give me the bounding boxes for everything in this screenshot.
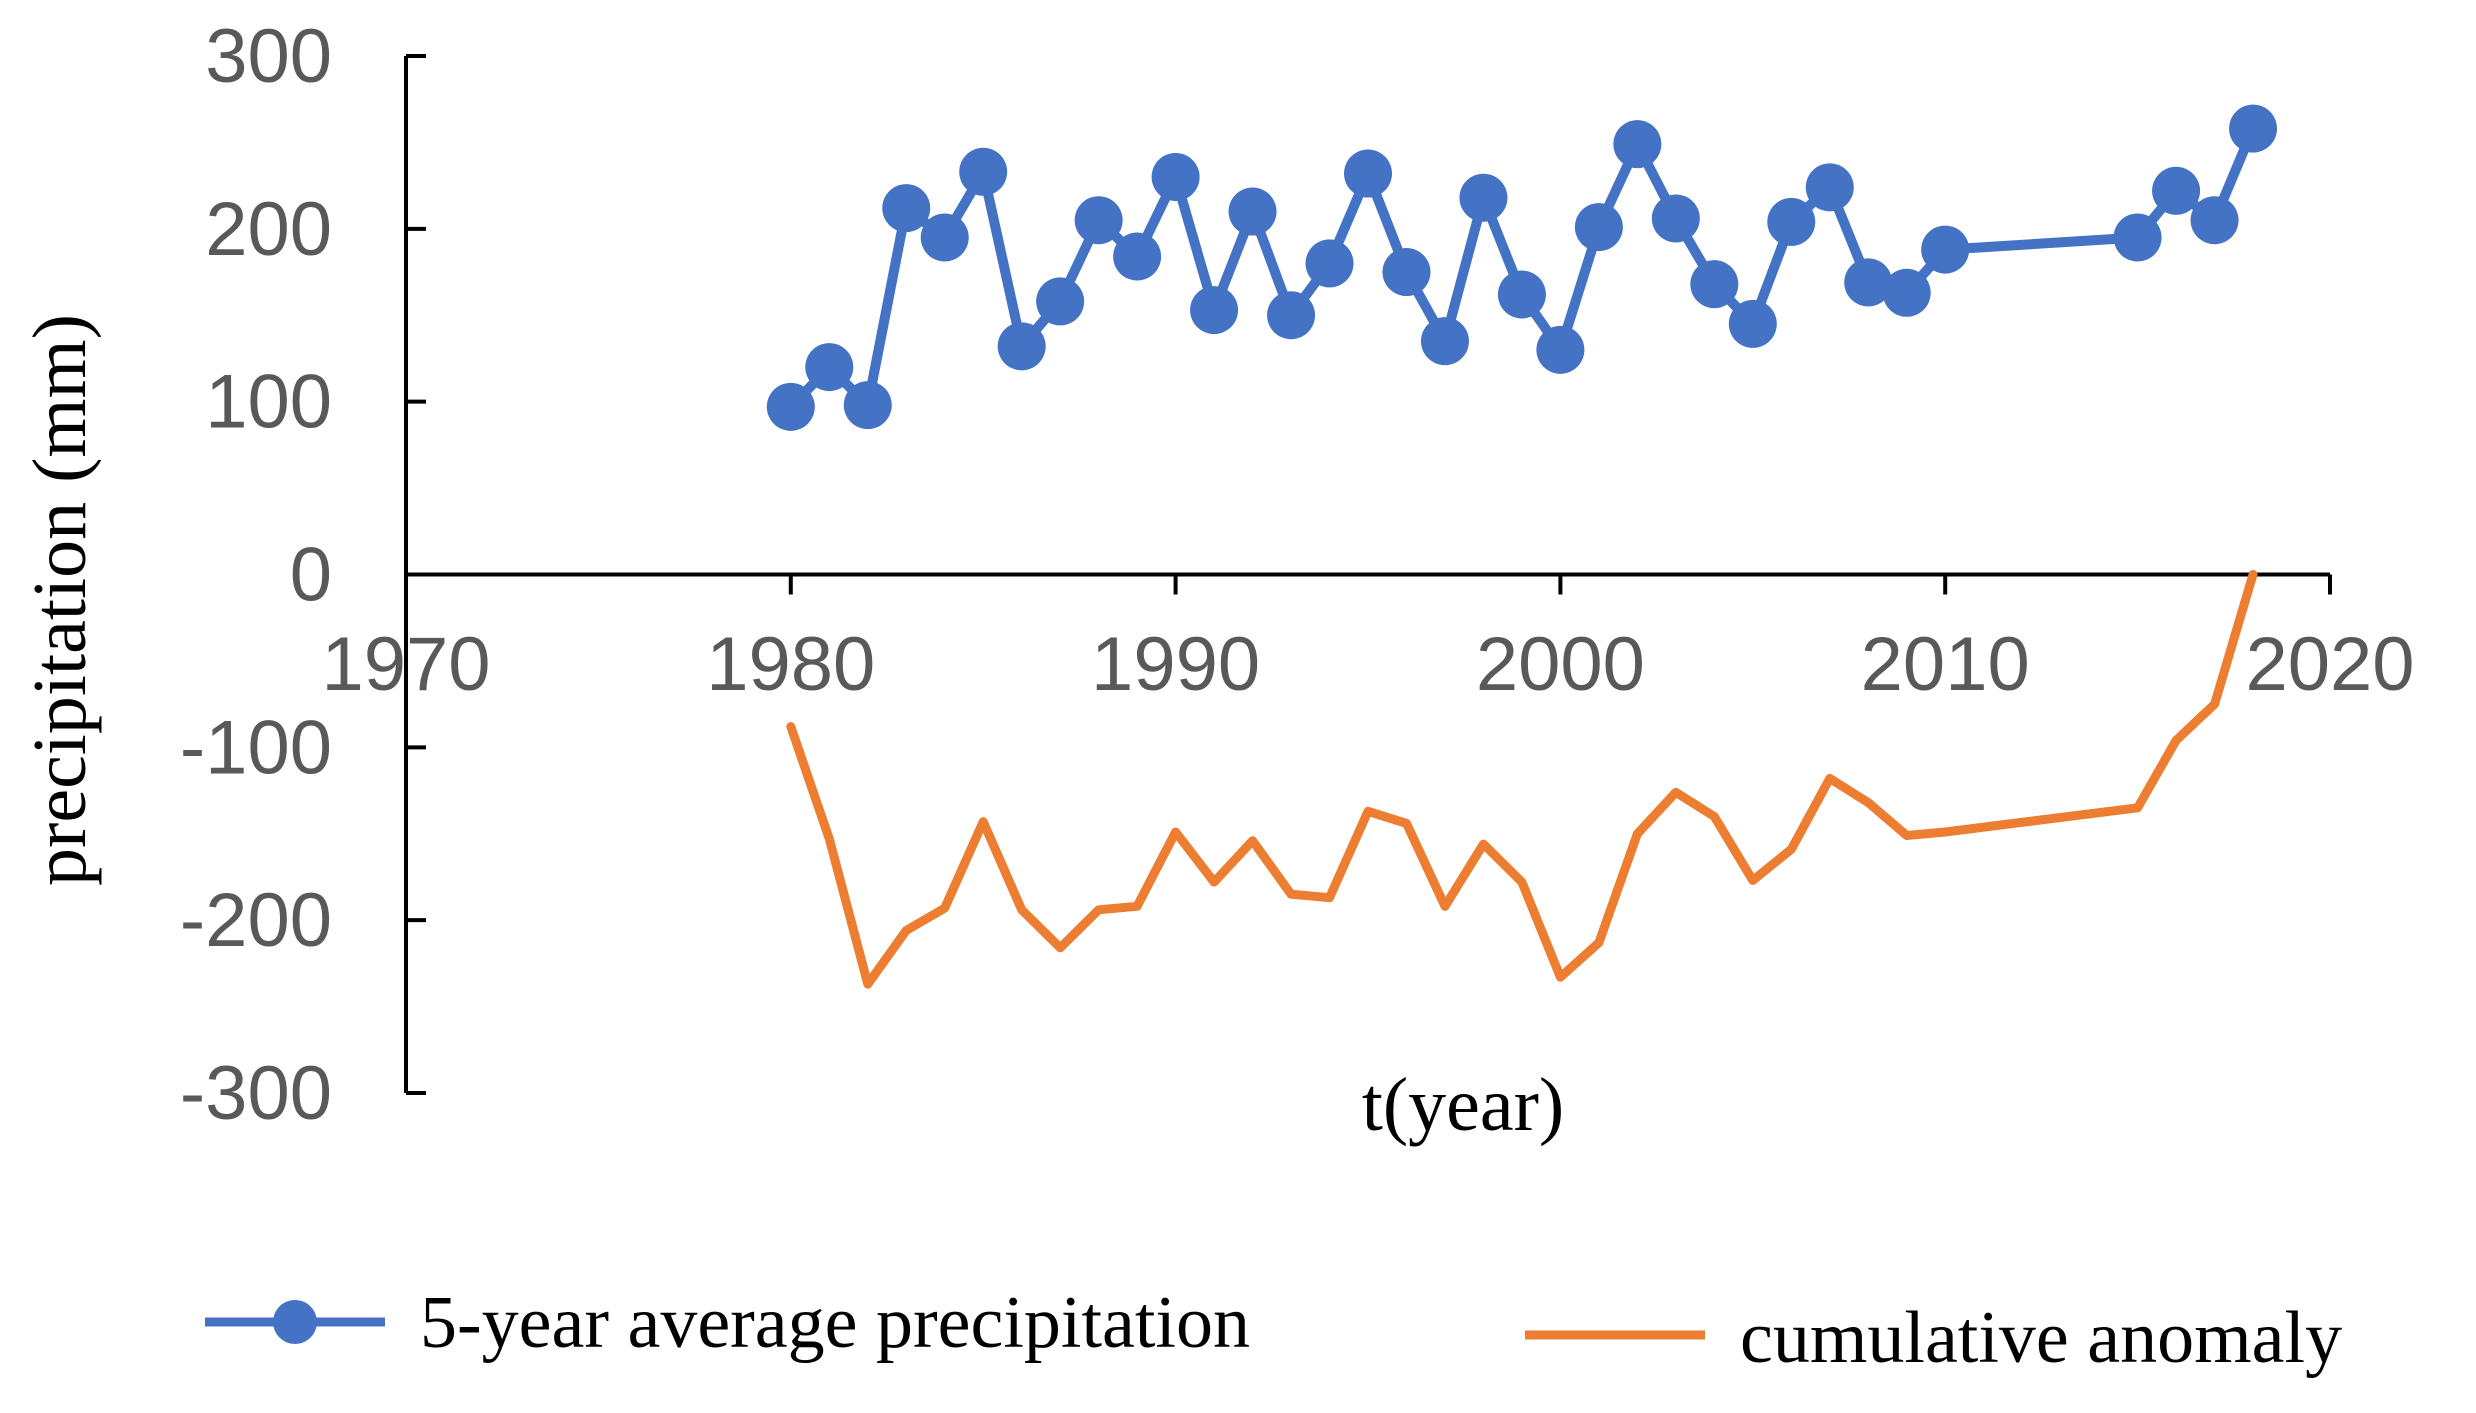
legend-avg-marker (273, 1300, 317, 1344)
data-point (1844, 258, 1893, 307)
legend-item-anomaly: cumulative anomaly (1525, 1297, 2342, 1379)
data-point (1074, 196, 1123, 245)
data-point (920, 213, 969, 262)
data-point (1420, 317, 1469, 366)
data-point (2113, 213, 2162, 262)
data-point (1805, 163, 1854, 212)
y-tick-label: -200 (180, 878, 332, 963)
data-point (1151, 152, 1200, 201)
data-point (1921, 225, 1970, 274)
x-tick-label: 1980 (706, 622, 875, 707)
data-point (1651, 194, 1700, 243)
data-point (1344, 149, 1392, 198)
y-tick-label: 0 (290, 533, 332, 618)
data-point (843, 381, 892, 430)
legend-anomaly-label: cumulative anomaly (1740, 1297, 2342, 1379)
data-point (1574, 203, 1623, 252)
data-point (2229, 104, 2278, 153)
legend-item-avg: 5-year average precipitation (205, 1282, 1250, 1364)
data-point (1728, 299, 1777, 348)
data-point (766, 382, 815, 431)
data-point (1036, 277, 1085, 326)
series-avg (766, 104, 2278, 431)
data-point (882, 184, 931, 233)
series-line (786, 570, 2258, 989)
data-point (959, 147, 1008, 196)
data-point (1228, 187, 1277, 236)
legend-avg-label: 5-year average precipitation (420, 1282, 1250, 1364)
y-tick-label: -100 (180, 705, 332, 790)
legend: 5-year average precipitation cumulative … (205, 1282, 2342, 1379)
data-point (805, 343, 854, 392)
y-axis-title: precipitation (mm) (18, 314, 102, 886)
data-point (1613, 120, 1662, 169)
axes (404, 54, 2332, 1095)
x-tick-label: 2000 (1476, 622, 1645, 707)
data-point (1459, 173, 1508, 222)
series-layer (766, 104, 2278, 989)
x-tick-label: 2020 (2245, 622, 2414, 707)
y-tick-label: 200 (205, 187, 332, 272)
series-anomaly (786, 570, 2258, 989)
data-point (1767, 197, 1816, 246)
y-tick-label: 100 (205, 360, 332, 445)
data-point (1536, 325, 1585, 374)
x-axis-title: t(year) (1362, 1063, 1565, 1147)
data-point (1882, 268, 1931, 317)
y-tick-label: 300 (205, 14, 332, 99)
x-tick-label: 2010 (1861, 622, 2030, 707)
data-point (1113, 232, 1162, 281)
data-point (1382, 248, 1431, 297)
y-tick-label: -300 (180, 1051, 332, 1136)
data-point (1305, 239, 1354, 288)
data-point (1690, 260, 1739, 309)
data-point (997, 322, 1046, 371)
data-point (1190, 286, 1239, 335)
data-point (1497, 270, 1546, 319)
x-tick-label: 1970 (321, 622, 490, 707)
data-point (2152, 166, 2201, 215)
tick-labels: 300 200 100 0 -100 -200 -300 1970 1980 1990 2000 20… (180, 14, 2415, 1136)
data-point (2190, 196, 2239, 245)
data-point (1267, 291, 1316, 340)
x-tick-label: 1990 (1091, 622, 1260, 707)
